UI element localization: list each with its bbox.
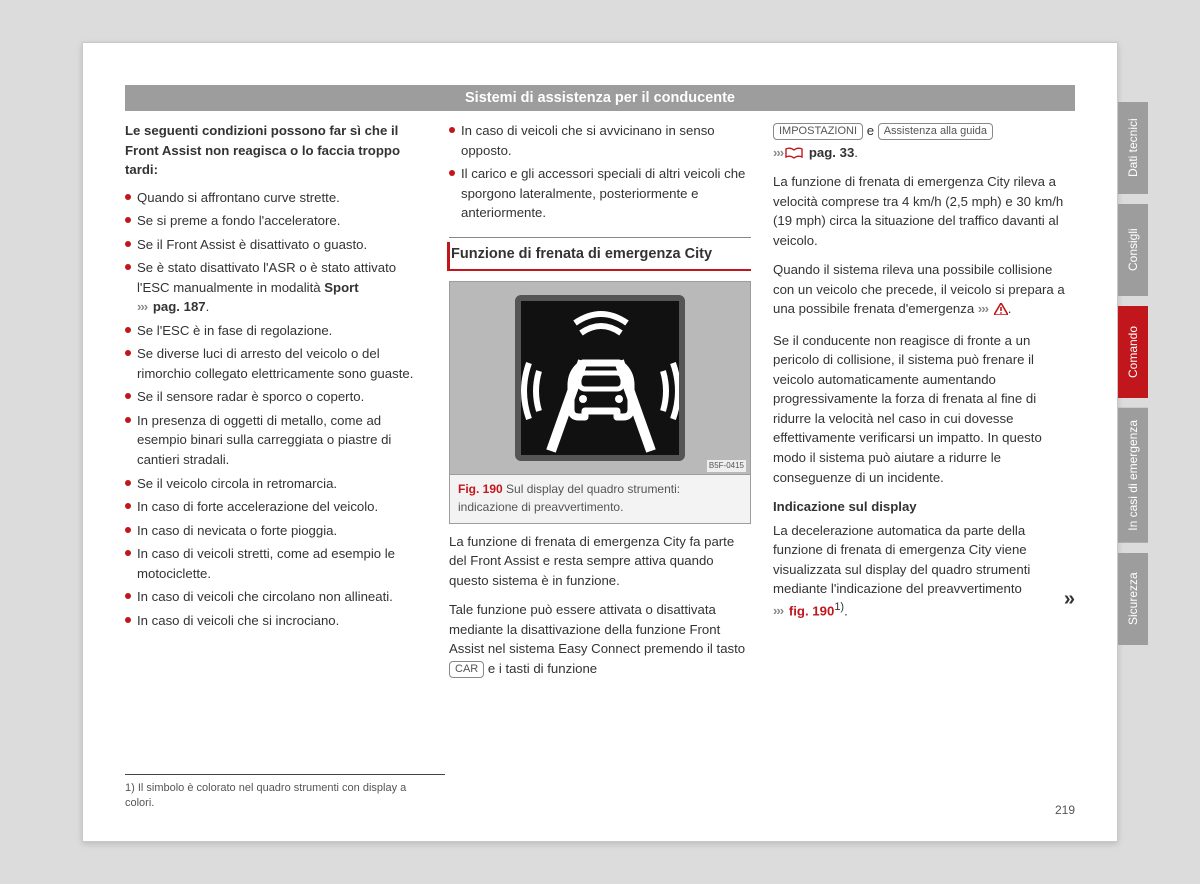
bullet-item: In caso di veicoli che si incrociano. xyxy=(125,611,427,631)
column-3: IMPOSTAZIONI e Assistenza alla guida ›››… xyxy=(773,121,1075,777)
bullet-item: Se il Front Assist è disattivato o guast… xyxy=(125,235,427,255)
bullet-item: Se il veicolo circola in retromarcia. xyxy=(125,474,427,494)
paragraph: La decelerazione automatica da parte del… xyxy=(773,521,1075,621)
drive-assist-button-label: Assistenza alla guida xyxy=(878,123,993,140)
crossref-arrows: ››› xyxy=(978,301,988,316)
paragraph: Se il conducente non reagisce di fronte … xyxy=(773,331,1075,487)
text: Tale funzione può essere attivata o disa… xyxy=(449,602,745,656)
content-columns: Le seguenti condizioni possono far sì ch… xyxy=(125,121,1075,777)
bullet-item: Quando si affrontano curve strette. xyxy=(125,188,427,208)
paragraph: La funzione di frenata di emergenza City… xyxy=(449,532,751,591)
crossref-arrows: ››› xyxy=(773,145,783,160)
bullet-item: In caso di veicoli che circolano non all… xyxy=(125,587,427,607)
text: e i tasti di funzione xyxy=(484,661,597,676)
footer: 1) Il simbolo è colorato nel quadro stru… xyxy=(125,774,445,811)
tab-dati-tecnici[interactable]: Dati tecnici xyxy=(1118,102,1148,194)
footnote-number: 1) xyxy=(125,782,135,794)
dashboard-warning-icon xyxy=(515,295,685,461)
car-button-label: CAR xyxy=(449,661,484,678)
bullet-item: In caso di veicoli stretti, come ad esem… xyxy=(125,544,427,583)
cross-reference: ››› pag. 33. xyxy=(773,143,1075,163)
settings-button-label: IMPOSTAZIONI xyxy=(773,123,863,140)
figure-caption: Fig. 190 Sul display del quadro strument… xyxy=(450,474,750,523)
footnote: 1) Il simbolo è colorato nel quadro stru… xyxy=(125,781,425,811)
paragraph: La funzione di frenata di emergenza City… xyxy=(773,172,1075,250)
section-header: Sistemi di assistenza per il conducente xyxy=(125,85,1075,111)
page-ref: pag. 33 xyxy=(805,145,854,160)
text: Quando il sistema rileva una possibile c… xyxy=(773,262,1065,316)
paragraph: Tale funzione può essere attivata o disa… xyxy=(449,600,751,678)
footnote-marker: 1) xyxy=(834,601,844,613)
bullet-item: Se l'ESC è in fase di regolazione. xyxy=(125,321,427,341)
tab-consigli[interactable]: Consigli xyxy=(1118,204,1148,296)
text: La decelerazione automatica da parte del… xyxy=(773,523,1030,597)
lead-paragraph: Le seguenti condizioni possono far sì ch… xyxy=(125,121,427,180)
bullet-item: Se il sensore radar è sporco o coperto. xyxy=(125,387,427,407)
bullet-item: Se si preme a fondo l'acceleratore. xyxy=(125,211,427,231)
bullet-item: In caso di forte accelerazione del veico… xyxy=(125,497,427,517)
figure-code: B5F-0415 xyxy=(707,460,746,472)
paragraph: Quando il sistema rileva una possibile c… xyxy=(773,260,1075,321)
crossref-arrows: ››› xyxy=(137,299,147,314)
bullet-item: Se diverse luci di arresto del veicolo o… xyxy=(125,344,427,383)
tab-sicurezza[interactable]: Sicurezza xyxy=(1118,553,1148,645)
paragraph: IMPOSTAZIONI e Assistenza alla guida xyxy=(773,121,1075,141)
figure-190: B5F-0415 Fig. 190 Sul display del quadro… xyxy=(449,281,751,524)
text: e xyxy=(863,123,878,138)
bullet-item: In caso di nevicata o forte pioggia. xyxy=(125,521,427,541)
tab-comando[interactable]: Comando xyxy=(1118,306,1148,398)
page-ref: pag. 187 xyxy=(149,299,205,314)
manual-page: Sistemi di assistenza per il conducente … xyxy=(82,42,1118,842)
subheading: Indicazione sul display xyxy=(773,497,1075,517)
side-tabs: Dati tecnici Consigli Comando In casi di… xyxy=(1118,102,1148,655)
bold-text: Sport xyxy=(324,280,358,295)
bullet-item: Se è stato disattivato l'ASR o è stato a… xyxy=(125,258,427,317)
page-number: 219 xyxy=(1055,803,1075,817)
footnote-text: Il simbolo è colorato nel quadro strumen… xyxy=(125,782,406,809)
column-1: Le seguenti condizioni possono far sì ch… xyxy=(125,121,427,777)
section-title: Funzione di frenata di emergenza City xyxy=(449,237,751,271)
figure-image: B5F-0415 xyxy=(450,282,750,474)
tab-emergenza[interactable]: In casi di emergenza xyxy=(1118,408,1148,543)
figure-label: Fig. 190 xyxy=(458,482,503,496)
warning-triangle-icon xyxy=(994,301,1008,321)
bullet-item: Il carico e gli accessori speciali di al… xyxy=(449,164,751,223)
figure-reference: fig. 190 xyxy=(789,603,834,618)
bullet-item: In caso di veicoli che si avvicinano in … xyxy=(449,121,751,160)
crossref-arrows: ››› xyxy=(773,603,783,618)
column-2: In caso di veicoli che si avvicinano in … xyxy=(449,121,751,777)
bullet-item: In presenza di oggetti di metallo, come … xyxy=(125,411,427,470)
book-icon xyxy=(785,147,803,159)
